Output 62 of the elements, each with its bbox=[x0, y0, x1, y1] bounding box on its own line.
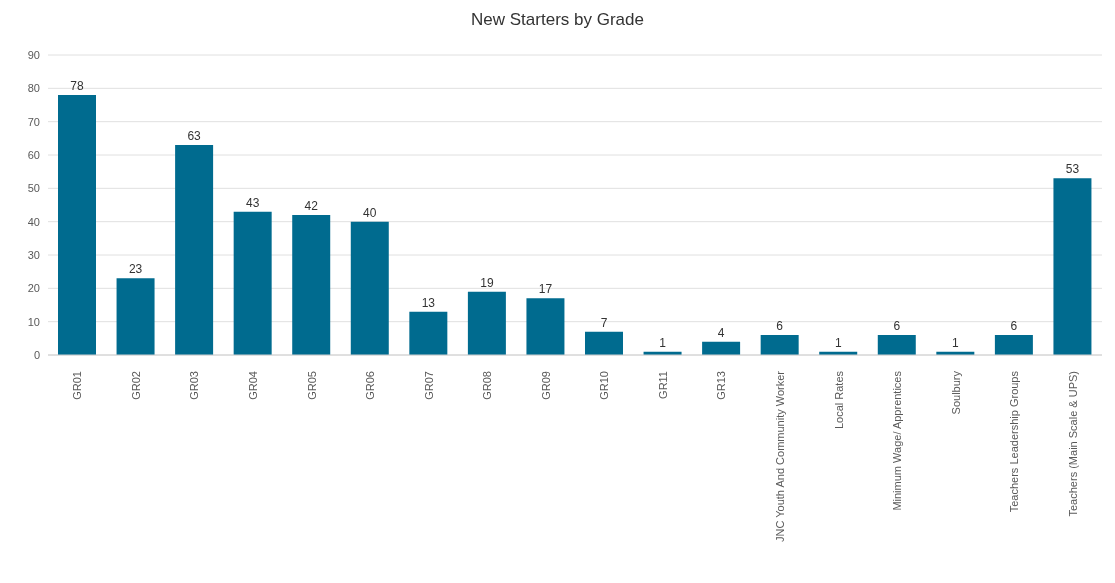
data-label: 1 bbox=[834, 335, 842, 350]
y-tick-label: 80 bbox=[27, 82, 40, 95]
y-tick-label: 90 bbox=[27, 48, 40, 61]
x-tick-label: GR13 bbox=[715, 371, 728, 400]
x-tick-label: Teachers (Main Scale & UPS) bbox=[1066, 371, 1079, 517]
x-tick-label: GR05 bbox=[305, 371, 318, 400]
y-tick-label: 50 bbox=[27, 182, 40, 195]
y-tick-label: 60 bbox=[27, 148, 40, 161]
data-label: 17 bbox=[538, 282, 553, 297]
x-tick-label: Soulbury bbox=[949, 370, 962, 415]
data-label: 6 bbox=[893, 319, 901, 333]
x-tick-label: GR03 bbox=[188, 371, 201, 400]
x-tick-label: Minimum Wage/ Apprentices bbox=[891, 370, 904, 511]
x-tick-label: GR10 bbox=[598, 371, 611, 400]
data-label: 63 bbox=[187, 129, 202, 143]
bar bbox=[409, 311, 448, 355]
bar bbox=[994, 335, 1033, 355]
x-tick-label: GR11 bbox=[656, 371, 669, 399]
y-tick-label: 40 bbox=[27, 215, 40, 228]
data-label: 4 bbox=[717, 325, 725, 340]
data-label: 7 bbox=[600, 315, 608, 330]
x-tick-label: Local Rates bbox=[832, 370, 845, 430]
bar bbox=[175, 145, 214, 355]
y-tick-label: 10 bbox=[27, 315, 40, 328]
y-tick-label: 20 bbox=[27, 282, 40, 295]
x-tick-label: GR09 bbox=[539, 371, 552, 400]
x-tick-label: GR07 bbox=[422, 371, 435, 400]
bar bbox=[526, 298, 565, 355]
bar bbox=[58, 95, 96, 355]
data-label: 19 bbox=[480, 275, 494, 290]
bar bbox=[1053, 178, 1092, 355]
x-tick-label: GR02 bbox=[129, 371, 142, 400]
data-label: 23 bbox=[128, 262, 143, 277]
x-tick-label: GR01 bbox=[71, 371, 84, 400]
bar bbox=[350, 221, 389, 355]
bar bbox=[292, 215, 331, 355]
x-tick-label: Teachers Leadership Groups bbox=[1008, 370, 1021, 513]
bar bbox=[760, 335, 799, 355]
data-label: 40 bbox=[363, 205, 377, 220]
chart-title: New Starters by Grade bbox=[470, 10, 645, 31]
data-label: 6 bbox=[1010, 319, 1018, 333]
bar bbox=[877, 335, 916, 355]
x-tick-label: GR04 bbox=[246, 371, 259, 400]
data-label: 78 bbox=[70, 79, 84, 93]
data-label: 13 bbox=[421, 295, 436, 310]
data-label: 53 bbox=[1065, 162, 1080, 177]
data-label: 1 bbox=[659, 335, 667, 350]
y-tick-label: 0 bbox=[33, 348, 40, 361]
x-tick-label: JNC Youth And Community Worker bbox=[773, 370, 786, 542]
x-tick-label: GR08 bbox=[481, 371, 494, 400]
bar bbox=[585, 331, 623, 355]
bar bbox=[116, 278, 155, 355]
bar bbox=[702, 341, 741, 355]
data-label: 1 bbox=[951, 335, 959, 350]
data-label: 42 bbox=[304, 199, 319, 213]
y-tick-label: 30 bbox=[27, 248, 40, 261]
data-label: 6 bbox=[776, 319, 784, 333]
bar bbox=[233, 211, 272, 355]
y-tick-label: 70 bbox=[27, 115, 40, 128]
data-label: 43 bbox=[245, 195, 260, 210]
x-tick-label: GR06 bbox=[364, 371, 377, 400]
bar bbox=[467, 291, 506, 355]
